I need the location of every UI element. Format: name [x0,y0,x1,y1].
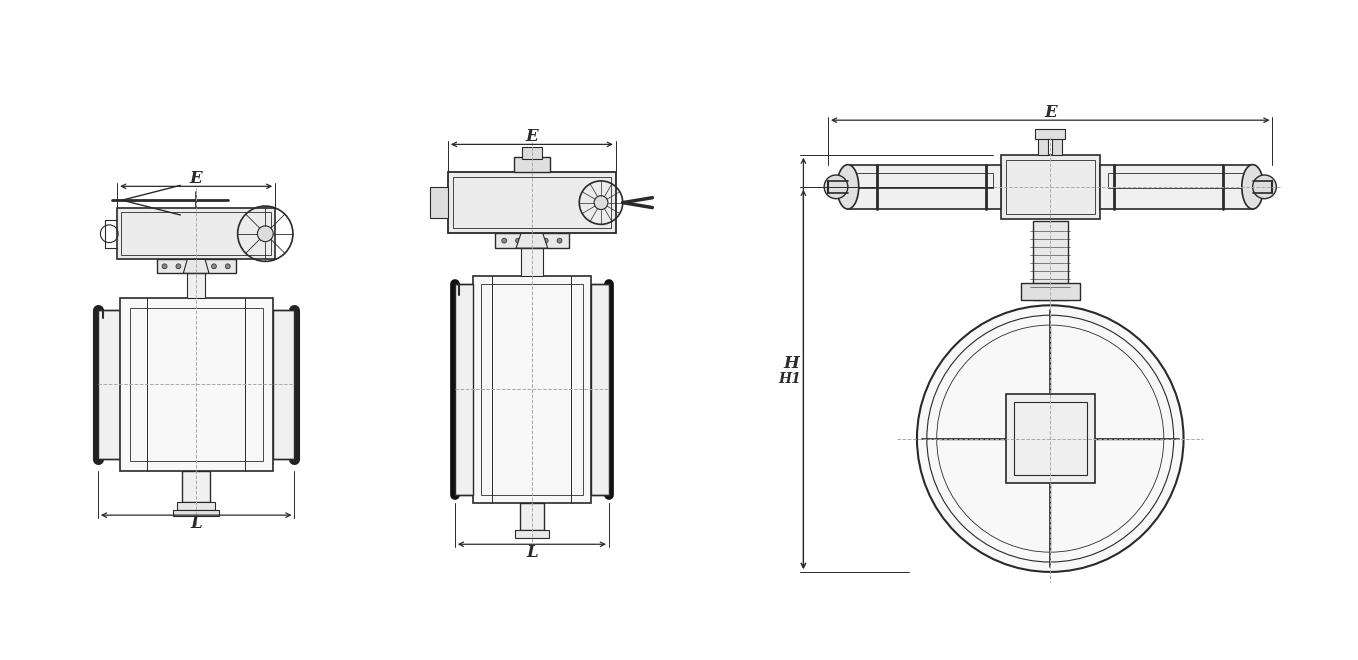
Circle shape [225,264,231,269]
Bar [520,503,545,531]
Bar [120,298,273,471]
Text: H: H [784,355,800,372]
Text: H1: H1 [778,372,801,386]
Bar [481,284,583,495]
Bar [98,310,120,459]
Circle shape [557,238,562,243]
Circle shape [189,264,194,269]
Bar [494,233,569,248]
Bar [1001,154,1100,219]
Text: E: E [526,128,538,145]
Circle shape [593,196,608,209]
Bar [156,259,236,273]
Bar [1013,402,1086,475]
Text: L: L [190,515,202,531]
Bar [847,164,1001,209]
Ellipse shape [837,164,858,209]
Bar [121,212,272,255]
Bar [182,471,210,502]
Bar [473,276,591,503]
Circle shape [177,264,181,269]
Bar [452,177,611,228]
Bar [856,172,993,188]
Circle shape [917,306,1184,572]
Bar [521,147,542,159]
Text: L: L [526,544,538,560]
Bar [1021,282,1080,300]
Bar [1039,137,1048,154]
Bar [187,273,205,298]
Bar [591,284,608,495]
Bar [448,172,615,233]
Circle shape [212,264,216,269]
Circle shape [516,238,520,243]
Circle shape [1252,175,1277,199]
Bar [1100,164,1252,209]
Polygon shape [183,259,209,273]
Bar [515,157,550,172]
Bar [178,502,215,510]
Bar [117,208,276,259]
Circle shape [530,238,534,243]
Circle shape [162,264,167,269]
Text: E: E [1044,104,1057,121]
Ellipse shape [1241,164,1263,209]
Bar [129,308,263,461]
Text: E: E [190,170,202,187]
Bar [273,310,295,459]
Bar [455,284,473,495]
Bar [1052,137,1062,154]
Bar [1108,172,1245,188]
Bar [174,510,219,516]
Circle shape [501,238,507,243]
Bar [430,187,448,218]
Bar [1035,129,1065,139]
Circle shape [543,238,549,243]
Bar [521,248,543,276]
Circle shape [824,175,847,199]
Bar [1033,221,1067,300]
Bar [1006,160,1095,214]
Bar [1006,394,1095,483]
Circle shape [258,226,273,242]
Polygon shape [516,233,547,248]
Bar [515,531,549,539]
Circle shape [198,264,204,269]
